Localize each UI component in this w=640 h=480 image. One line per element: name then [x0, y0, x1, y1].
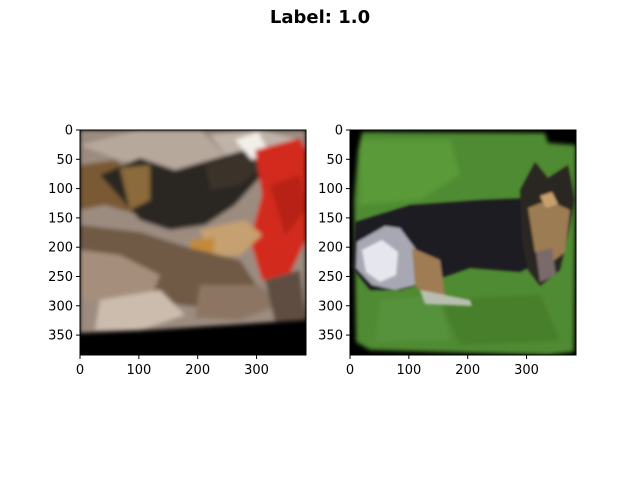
right-ytick-label: 350 [318, 329, 343, 344]
right-ytick-label: 150 [318, 211, 343, 226]
left-ytick-label: 150 [48, 211, 73, 226]
right-ytick-label: 250 [318, 270, 343, 285]
right-ytick-label: 50 [326, 153, 343, 168]
right-axes-frame [349, 129, 577, 356]
left-ytick-label: 100 [48, 182, 73, 197]
right-xtick-label: 200 [455, 363, 480, 378]
right-ytick-label: 200 [318, 241, 343, 256]
right-image [350, 130, 576, 355]
left-ytick-label: 200 [48, 241, 73, 256]
right-xtick-label: 300 [514, 363, 539, 378]
left-image [80, 130, 306, 355]
left-axes-frame [79, 129, 307, 356]
left-xtick-label: 300 [244, 363, 269, 378]
right-xtick-label: 100 [396, 363, 421, 378]
right-ytick-label: 100 [318, 182, 343, 197]
left-ytick-label: 50 [56, 153, 73, 168]
right-ytick-label: 0 [335, 124, 343, 139]
left-ytick-label: 0 [65, 124, 73, 139]
right-ytick-label: 300 [318, 299, 343, 314]
left-ytick-label: 300 [48, 299, 73, 314]
right-xtick-label: 0 [346, 363, 354, 378]
left-xtick-label: 100 [126, 363, 151, 378]
left-ytick-label: 350 [48, 329, 73, 344]
figure-title: Label: 1.0 [269, 7, 371, 28]
left-ytick-label: 250 [48, 270, 73, 285]
left-xtick-label: 0 [76, 363, 84, 378]
left-xtick-label: 200 [185, 363, 210, 378]
